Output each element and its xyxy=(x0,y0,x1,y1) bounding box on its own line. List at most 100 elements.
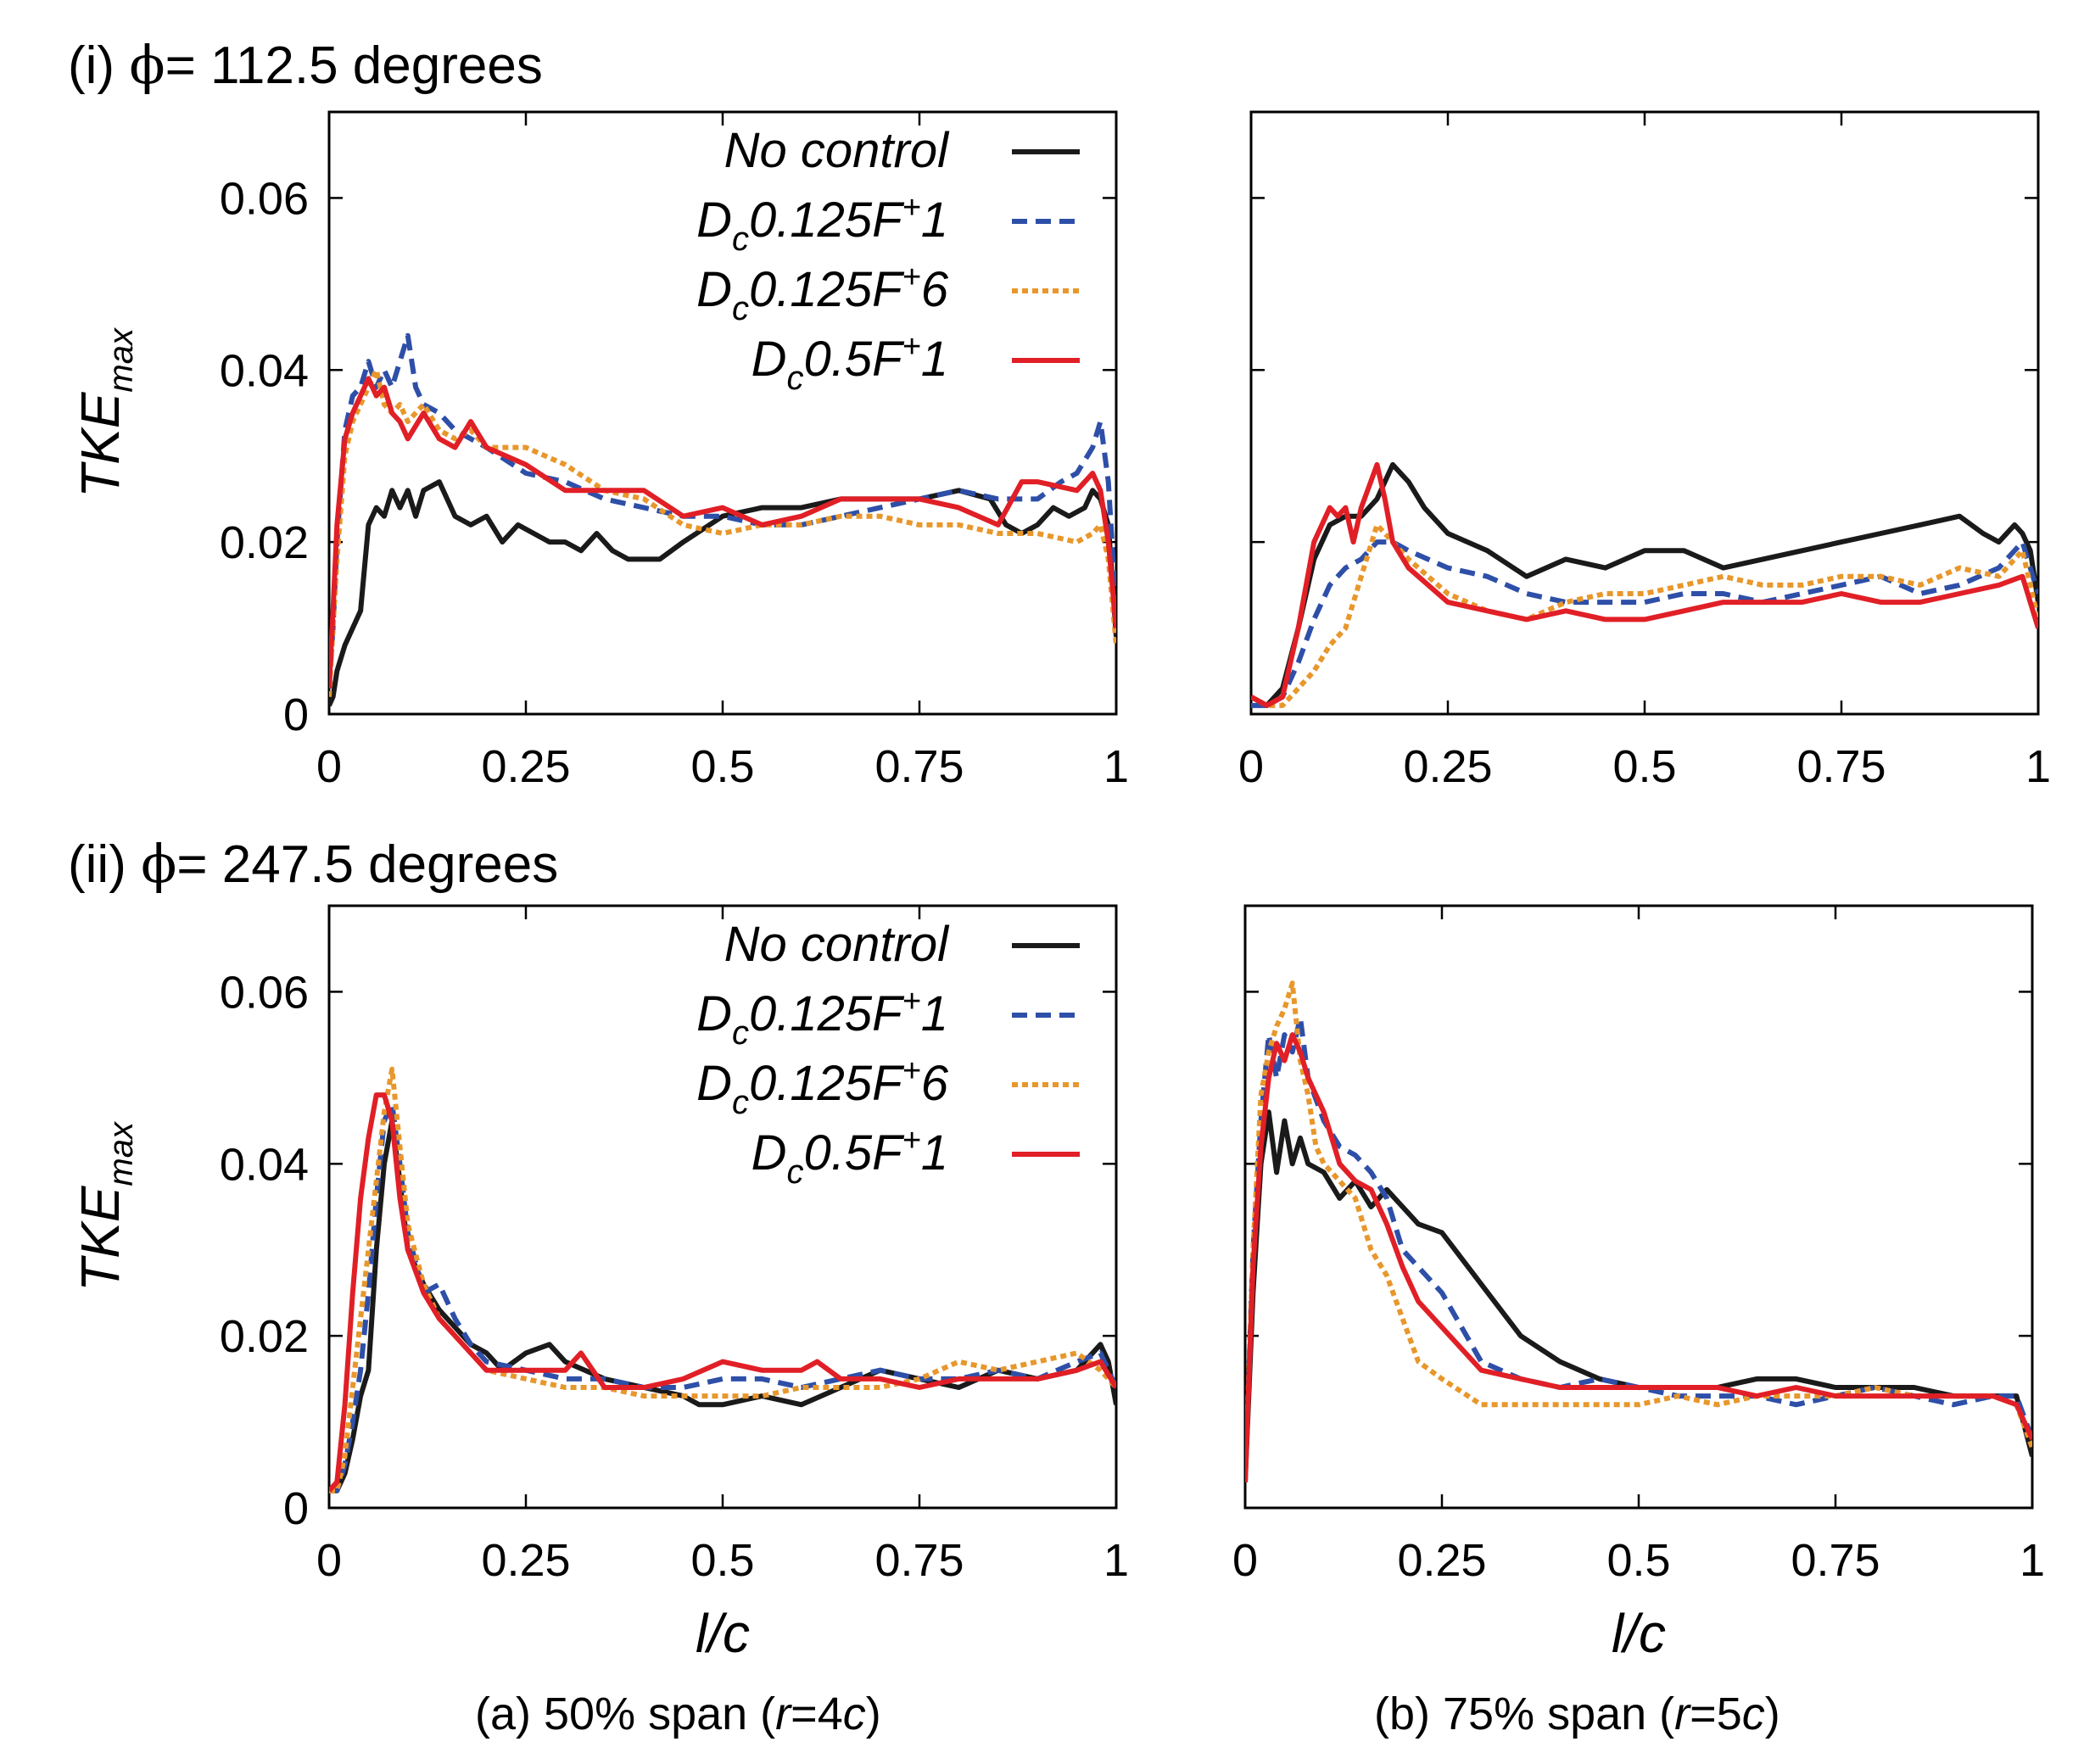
y-tick-label: 0 xyxy=(283,689,309,740)
row-title-text: = 112.5 degrees xyxy=(165,36,543,95)
series-line-4 xyxy=(329,376,1116,689)
legend-label: Dc0.125F+6 xyxy=(696,260,949,327)
x-tick-label: 0 xyxy=(1232,1535,1258,1586)
series-line-2 xyxy=(329,1101,1116,1493)
legend-label-sup: + xyxy=(902,329,921,365)
caption-a-unit: c xyxy=(842,1689,866,1739)
x-tick-label: 0.75 xyxy=(874,741,964,792)
legend-label-sub: c xyxy=(732,220,749,258)
legend-label-part: No control xyxy=(724,917,950,972)
legend-label-sup: + xyxy=(902,260,921,295)
legend-label-part: 0.5F xyxy=(803,332,905,387)
y-tick-label: 0.04 xyxy=(220,1139,309,1190)
legend-label: Dc0.125F+1 xyxy=(696,984,948,1052)
row-title-i: (i) ϕ= 112.5 degrees xyxy=(68,34,543,96)
x-tick-label: 0.5 xyxy=(690,741,754,792)
legend-label-sub: c xyxy=(732,1014,749,1052)
caption-a-pre: (a) 50% span ( xyxy=(475,1689,776,1739)
legend-label-sup: + xyxy=(902,1123,921,1158)
series-line-3 xyxy=(329,367,1116,697)
x-tick-label: 1 xyxy=(2020,1535,2045,1586)
caption-a-mid: =4 xyxy=(791,1689,843,1739)
row-title-text: = 247.5 degrees xyxy=(176,835,559,894)
x-tick-label: 0.5 xyxy=(1612,741,1676,792)
plot-frame xyxy=(1249,110,2040,716)
x-tick-label: 0.25 xyxy=(481,741,570,792)
caption-b-post: ) xyxy=(1764,1689,1780,1739)
x-tick-label: 0 xyxy=(316,1535,342,1586)
legend-label-sub: c xyxy=(786,1153,803,1191)
series-line-3 xyxy=(1245,980,2032,1482)
y-axis-label-sub: max xyxy=(103,327,140,393)
legend-label-part: 0.125F xyxy=(749,262,905,317)
x-tick-label: 0.25 xyxy=(1403,741,1492,792)
chart-panel-ii-a: 0 0.25 0.5 0.75 1 0 0.02 0.04 0.06 TKEmax l/c No co… xyxy=(70,904,1129,1664)
legend-label-part: 1 xyxy=(921,1125,948,1181)
x-tick-label: 0.25 xyxy=(481,1535,570,1586)
legend-label-sup: + xyxy=(902,190,921,226)
legend-label-part: No control xyxy=(724,123,950,178)
legend-label: Dc0.125F+6 xyxy=(696,1053,949,1121)
legend-label-part: D xyxy=(751,332,787,387)
series-line-1 xyxy=(329,1118,1116,1493)
y-axis-label: TKEmax xyxy=(70,327,140,498)
phi-symbol: ϕ xyxy=(141,833,177,895)
y-axis-label: TKEmax xyxy=(70,1120,140,1292)
x-axis-label: l/c xyxy=(1612,1603,1666,1664)
legend-label-sub: c xyxy=(786,360,803,397)
legend-label-part: 1 xyxy=(921,986,948,1041)
row-title-ii: (ii) ϕ= 247.5 degrees xyxy=(68,833,558,895)
legend-label-part: D xyxy=(696,262,732,317)
legend-label-part: D xyxy=(696,1056,732,1111)
series-line-3 xyxy=(329,1066,1116,1493)
y-tick-label: 0.02 xyxy=(220,517,309,568)
caption-b-var: r xyxy=(1674,1689,1690,1739)
legend-label: Dc0.5F+1 xyxy=(751,1123,948,1191)
legend-label-sup: + xyxy=(902,1053,921,1089)
y-tick-label: 0.06 xyxy=(220,173,309,224)
caption-b-pre: (b) 75% span ( xyxy=(1374,1689,1675,1739)
series-line-1 xyxy=(329,479,1116,707)
series-line-4 xyxy=(329,1092,1116,1493)
caption-a-var: r xyxy=(775,1689,791,1739)
y-axis-label-main: TKE xyxy=(70,1185,131,1292)
series-line-1 xyxy=(1251,461,2038,708)
x-tick-label: 0.25 xyxy=(1397,1535,1486,1586)
legend-label-part: 0.5F xyxy=(803,1125,905,1181)
legend-label: No control xyxy=(724,917,950,972)
x-tick-label: 0.75 xyxy=(1791,1535,1880,1586)
chart-panel-i-a: 0 0.25 0.5 0.75 1 0 0.02 0.04 0.06 TKEmax No contr… xyxy=(70,110,1129,792)
legend-label-part: 0.125F xyxy=(749,1056,905,1111)
legend-label-part: D xyxy=(751,1125,787,1181)
row-prefix: (i) xyxy=(68,36,115,95)
y-tick-label: 0.02 xyxy=(220,1311,309,1362)
legend-label-part: 6 xyxy=(921,262,949,317)
legend-label: Dc0.5F+1 xyxy=(751,329,948,397)
caption-a: (a) 50% span (r=4c) xyxy=(475,1688,881,1740)
y-tick-label: 0 xyxy=(283,1483,309,1534)
series-line-3 xyxy=(1251,522,2038,708)
legend-label-part: D xyxy=(696,193,732,248)
legend-label-part: 6 xyxy=(921,1056,949,1111)
x-tick-label: 0.75 xyxy=(1796,741,1886,792)
caption-a-post: ) xyxy=(865,1689,881,1739)
legend-label-part: 0.125F xyxy=(749,986,905,1041)
phi-symbol: ϕ xyxy=(129,34,165,96)
legend-label-part: 1 xyxy=(921,193,948,248)
x-tick-label: 0 xyxy=(1238,741,1264,792)
legend-label-sup: + xyxy=(902,984,921,1019)
plot-frame xyxy=(1243,904,2034,1510)
y-axis-label-sub: max xyxy=(103,1120,140,1186)
chart-panel-i-b: 0 0.25 0.5 0.75 1 xyxy=(1238,110,2051,792)
legend-label: Dc0.125F+1 xyxy=(696,190,948,258)
legend-label-part: 0.125F xyxy=(749,193,905,248)
legend-label-part: 1 xyxy=(921,332,948,387)
series-line-4 xyxy=(1245,1032,2032,1482)
x-axis-label: l/c xyxy=(696,1603,750,1664)
x-tick-label: 0.75 xyxy=(874,1535,964,1586)
row-prefix: (ii) xyxy=(68,835,126,894)
x-tick-label: 0.5 xyxy=(690,1535,754,1586)
caption-b-mid: =5 xyxy=(1690,1689,1742,1739)
